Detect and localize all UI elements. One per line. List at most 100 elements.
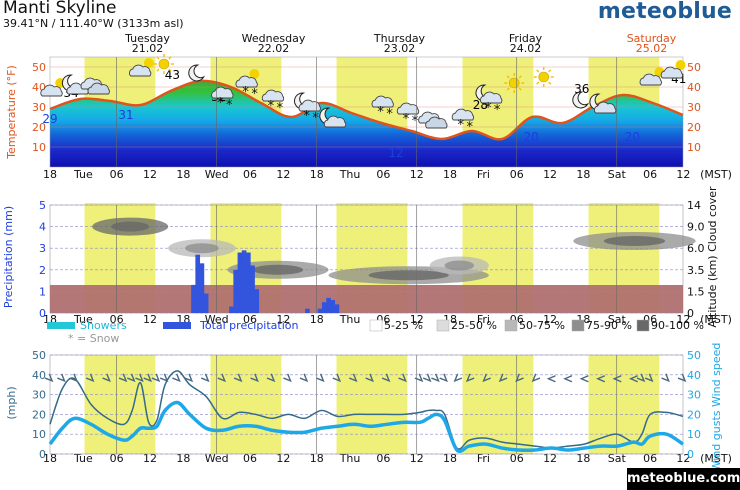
temp-tick-left: 20 (32, 121, 46, 134)
meteoblue-logo[interactable]: meteoblue (597, 0, 732, 24)
sun-ray (506, 75, 510, 79)
legend-cover-swatch (504, 319, 518, 332)
arrow-head (636, 373, 646, 383)
wind-direction-arrow (348, 373, 358, 383)
sun-icon (533, 67, 554, 87)
sun-disc (143, 58, 154, 68)
sun-disc (249, 69, 260, 79)
time-label: 06 (643, 168, 657, 181)
wind-direction-arrow (398, 373, 407, 383)
arrow-head (563, 375, 573, 383)
precip-bar (229, 306, 234, 313)
arrow-head (233, 373, 243, 383)
moon-shape (188, 64, 205, 82)
temp-value-label: 31 (118, 108, 133, 122)
sun-part (143, 58, 154, 68)
time-label: 06 (243, 452, 257, 465)
arrow-head (515, 373, 524, 383)
arrow-head (299, 373, 309, 383)
time-label: 12 (143, 168, 157, 181)
arrow-head (453, 373, 463, 383)
legend-total-label: Total precipitation (199, 319, 299, 332)
legend-cover-label: 25-50 % (451, 319, 497, 332)
time-label: 06 (243, 313, 257, 326)
snow-flake: * (386, 107, 393, 122)
day-name: Saturday (627, 32, 677, 45)
wind-direction-arrow (677, 373, 687, 383)
time-label: 12 (276, 313, 290, 326)
sun-ray (518, 87, 522, 91)
arrow-head (266, 373, 276, 383)
time-label: Thu (339, 452, 361, 465)
wind-direction-arrow (661, 373, 670, 383)
wind-direction-arrow (498, 373, 508, 383)
arrow-head (612, 375, 622, 383)
time-label: 18 (310, 313, 324, 326)
sun-ray (506, 87, 510, 91)
time-label: 18 (443, 452, 457, 465)
wind-direction-arrow (332, 373, 342, 383)
wind-tick-right: 10 (687, 428, 701, 441)
sun-ray (518, 75, 522, 79)
legend-cover-label: 5-25 % (384, 319, 423, 332)
precip-tick: 0 (39, 307, 46, 320)
day-name: Friday (509, 32, 543, 45)
cloud-shape (298, 99, 321, 112)
arrow-head (498, 373, 508, 383)
wind-direction-arrow (612, 375, 622, 383)
snow-flake: * (242, 85, 249, 100)
cloud-shape (451, 108, 475, 121)
time-label: Tue (73, 313, 93, 326)
legend-cover-swatch (571, 319, 585, 332)
arrow-head (431, 373, 440, 383)
moon-cloud-icon (319, 107, 347, 128)
location-coords: 39.41°N / 111.40°W (3133m asl) (3, 17, 184, 30)
legend-cover-label: 50-75 % (519, 319, 565, 332)
precip-bar (191, 284, 196, 313)
snow-flake: * (303, 109, 310, 124)
time-label: 12 (676, 313, 690, 326)
cloud-layer-core (603, 236, 666, 246)
wind-tick-right: 20 (687, 408, 701, 421)
arrow-head (332, 373, 342, 383)
wind-direction-arrow (233, 373, 243, 383)
time-label: 06 (643, 452, 657, 465)
sun-cloud-icon (639, 67, 665, 86)
sun-disc (508, 77, 520, 89)
wind-direction-arrow (316, 373, 325, 383)
time-label: 12 (676, 168, 690, 181)
sun-icon (153, 54, 174, 74)
time-label: Wed (205, 452, 229, 465)
arrow-head (365, 373, 374, 383)
wind-tick-left: 40 (32, 369, 46, 382)
time-label: Sat (608, 452, 627, 465)
precip-bar (254, 289, 260, 313)
wind-direction-arrow (126, 373, 136, 383)
altitude-tick: 3.5 (687, 264, 705, 277)
day-date: 23.02 (384, 42, 416, 55)
arrow-head (250, 373, 259, 383)
arrow-head (644, 373, 654, 383)
wind-direction-arrow (482, 373, 491, 383)
precip-bar (330, 300, 336, 313)
sun-ray (156, 68, 160, 72)
snow-flake: * (403, 112, 410, 127)
cloud-shape (371, 95, 394, 108)
altitude-tick: 9.0 (687, 221, 705, 234)
cloud-axis-label: Altitude (km) Cloud cover (706, 186, 719, 328)
wind-tick-left: 20 (32, 408, 46, 421)
cloud-icon (80, 77, 110, 95)
sun-part (249, 69, 260, 79)
meteoblue-footer-link[interactable]: meteoblue.com (627, 468, 740, 490)
temp-tick-right: 40 (687, 81, 701, 94)
time-label: Thu (339, 168, 361, 181)
temp-tick-right: 50 (687, 61, 701, 74)
wind-direction-arrow (283, 373, 292, 383)
time-unit-label: (MST) (700, 168, 732, 181)
ground-band (50, 285, 683, 313)
arrow-head (398, 373, 407, 383)
wind-direction-arrow (515, 373, 524, 383)
temp-value-label: 43 (165, 68, 180, 82)
arrow-head (217, 373, 227, 383)
